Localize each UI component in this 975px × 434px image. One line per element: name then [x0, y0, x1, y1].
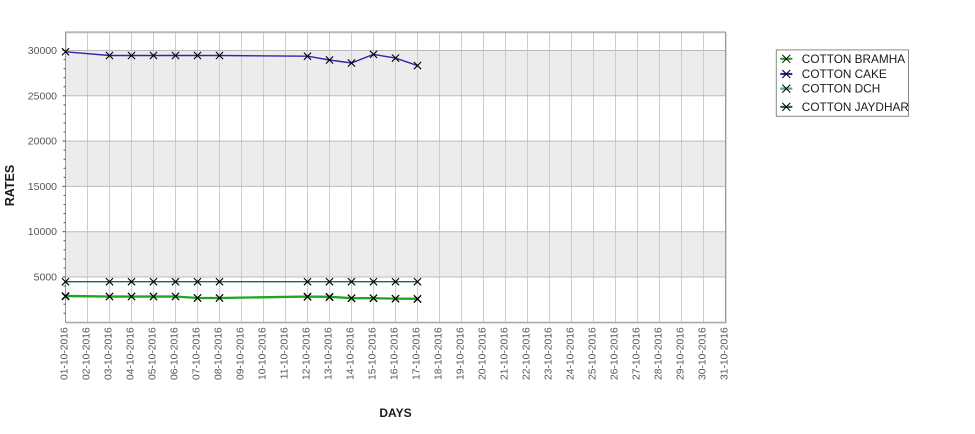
- svg-text:10000: 10000: [28, 226, 57, 238]
- svg-text:02-10-2016: 02-10-2016: [82, 327, 93, 380]
- svg-text:17-10-2016: 17-10-2016: [412, 327, 423, 380]
- svg-text:20000: 20000: [28, 136, 57, 148]
- svg-text:27-10-2016: 27-10-2016: [632, 327, 643, 380]
- svg-text:28-10-2016: 28-10-2016: [654, 327, 665, 380]
- svg-text:COTTON BRAMHA: COTTON BRAMHA: [802, 52, 905, 66]
- svg-text:DAYS: DAYS: [379, 406, 411, 420]
- svg-text:21-10-2016: 21-10-2016: [500, 327, 511, 380]
- svg-text:30000: 30000: [28, 45, 57, 57]
- svg-text:31-10-2016: 31-10-2016: [720, 327, 731, 380]
- svg-text:COTTON CAKE: COTTON CAKE: [802, 67, 887, 81]
- svg-text:05-10-2016: 05-10-2016: [148, 327, 159, 380]
- svg-text:5000: 5000: [34, 272, 58, 284]
- svg-text:COTTON DCH: COTTON DCH: [802, 82, 880, 96]
- svg-text:25-10-2016: 25-10-2016: [588, 327, 599, 380]
- svg-text:22-10-2016: 22-10-2016: [522, 327, 533, 380]
- svg-text:10-10-2016: 10-10-2016: [258, 327, 269, 380]
- svg-text:18-10-2016: 18-10-2016: [434, 327, 445, 380]
- svg-text:24-10-2016: 24-10-2016: [566, 327, 577, 380]
- svg-text:20-10-2016: 20-10-2016: [478, 327, 489, 380]
- svg-text:07-10-2016: 07-10-2016: [192, 327, 203, 380]
- svg-text:15-10-2016: 15-10-2016: [368, 327, 379, 380]
- svg-text:12-10-2016: 12-10-2016: [302, 327, 313, 380]
- svg-text:08-10-2016: 08-10-2016: [214, 327, 225, 380]
- svg-text:23-10-2016: 23-10-2016: [544, 327, 555, 380]
- svg-text:16-10-2016: 16-10-2016: [390, 327, 401, 380]
- svg-text:15000: 15000: [28, 181, 57, 193]
- svg-text:01-10-2016: 01-10-2016: [60, 327, 71, 380]
- svg-text:11-10-2016: 11-10-2016: [280, 327, 291, 379]
- svg-text:25000: 25000: [28, 90, 57, 102]
- svg-text:09-10-2016: 09-10-2016: [236, 327, 247, 380]
- svg-text:29-10-2016: 29-10-2016: [676, 327, 687, 380]
- svg-text:04-10-2016: 04-10-2016: [126, 327, 137, 380]
- svg-text:19-10-2016: 19-10-2016: [456, 327, 467, 380]
- svg-text:RATES: RATES: [3, 165, 17, 206]
- svg-text:03-10-2016: 03-10-2016: [104, 327, 115, 380]
- svg-text:13-10-2016: 13-10-2016: [324, 327, 335, 380]
- svg-text:06-10-2016: 06-10-2016: [170, 327, 181, 380]
- svg-text:14-10-2016: 14-10-2016: [346, 327, 357, 380]
- svg-text:26-10-2016: 26-10-2016: [610, 327, 621, 380]
- svg-text:30-10-2016: 30-10-2016: [698, 327, 709, 380]
- svg-text:COTTON JAYDHAR: COTTON JAYDHAR: [802, 100, 909, 114]
